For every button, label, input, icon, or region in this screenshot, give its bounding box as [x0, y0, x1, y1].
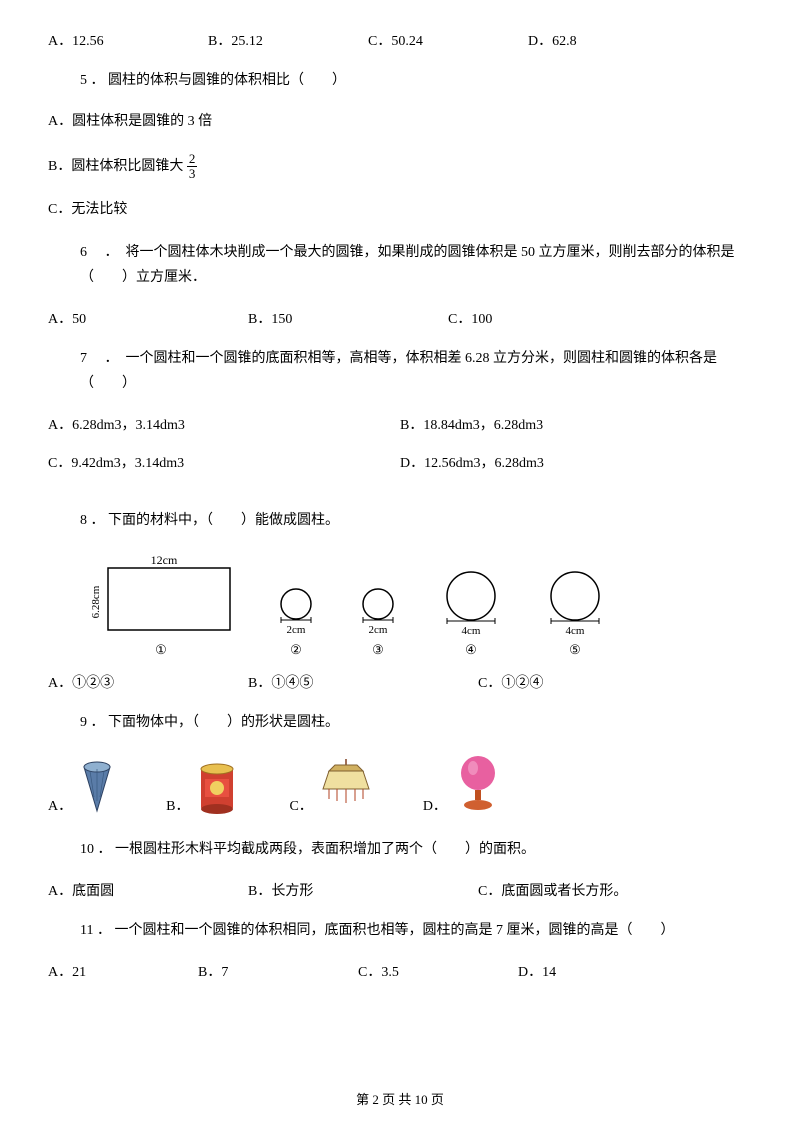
q9-opt-a: A．	[48, 795, 72, 815]
q9-opt-c: C．	[289, 795, 312, 815]
circle3-label: 2cm	[369, 624, 388, 636]
fraction-numerator: 2	[187, 152, 198, 167]
q4-opt-b: B．25.12	[208, 30, 368, 50]
q10-opt-a: A．底面圆	[48, 880, 248, 900]
circle3-svg: 2cm	[356, 586, 400, 638]
q9-opt-c-wrap: C．	[289, 757, 372, 815]
q5-opt-b: B．圆柱体积比圆锥大 2 3	[48, 152, 752, 182]
shape-rectangle: 12cm 6.28cm ①	[86, 552, 236, 658]
page-footer: 第 2 页 共 10 页	[0, 1089, 800, 1108]
shape-circle-3: 2cm ③	[356, 586, 400, 658]
q8-diagram: 12cm 6.28cm ① 2cm ② 2cm ③	[86, 552, 752, 658]
shape-circle-2: 2cm ②	[274, 586, 318, 658]
q5-b-prefix: B．圆柱体积比圆锥大	[48, 159, 183, 174]
circle4-label: 4cm	[462, 625, 481, 637]
q7-opt-a: A．6.28dm3，3.14dm3	[48, 414, 400, 434]
can-icon	[195, 761, 239, 815]
q9-opt-b: B．	[166, 795, 189, 815]
shape-num-4: ④	[438, 642, 504, 658]
q7-stem: 7 ． 一个圆柱和一个圆锥的底面积相等，高相等，体积相差 6.28 立方分米，则…	[48, 346, 752, 396]
q4-opt-a: A．12.56	[48, 30, 208, 50]
shape-num-5: ⑤	[542, 642, 608, 658]
q5-opt-c: C．无法比较	[48, 199, 752, 221]
q8-opt-c: C．①②④	[478, 672, 543, 692]
circle2-svg: 2cm	[274, 586, 318, 638]
shape-num-1: ①	[86, 642, 236, 658]
q7-opt-d: D．12.56dm3，6.28dm3	[400, 452, 752, 472]
q9-opt-d: D．	[423, 795, 447, 815]
rectangle-svg: 12cm 6.28cm	[86, 552, 236, 638]
q8-opt-b: B．①④⑤	[248, 672, 478, 692]
q11-opt-b: B．7	[198, 961, 358, 981]
q4-options: A．12.56 B．25.12 C．50.24 D．62.8	[48, 30, 752, 50]
circle2-label: 2cm	[287, 624, 306, 636]
q9-options: A． B． C． D．	[48, 753, 752, 815]
circle5-label: 4cm	[566, 625, 585, 637]
q11-options: A．21 B．7 C．3.5 D．14	[48, 961, 752, 981]
q6-opt-c: C．100	[448, 308, 492, 328]
q11-opt-d: D．14	[518, 961, 556, 981]
q9-opt-d-wrap: D．	[423, 753, 503, 815]
q6-opt-b: B．150	[248, 308, 448, 328]
q5-b-fraction: 2 3	[187, 152, 198, 182]
q8-opt-a: A．①②③	[48, 672, 248, 692]
shape-circle-5: 4cm ⑤	[542, 570, 608, 658]
circle5-svg: 4cm	[542, 570, 608, 638]
q9-opt-b-wrap: B．	[166, 761, 239, 815]
shape-circle-4: 4cm ④	[438, 570, 504, 658]
rect-height-label: 6.28cm	[90, 585, 102, 618]
shape-num-3: ③	[356, 642, 400, 658]
q10-options: A．底面圆 B．长方形 C．底面圆或者长方形。	[48, 880, 752, 900]
q11-opt-c: C．3.5	[358, 961, 518, 981]
q4-opt-d: D．62.8	[528, 30, 577, 50]
q4-opt-c: C．50.24	[368, 30, 528, 50]
q7-opt-c: C．9.42dm3，3.14dm3	[48, 452, 400, 472]
q10-opt-c: C．底面圆或者长方形。	[478, 880, 627, 900]
q5-stem: 5 ． 圆柱的体积与圆锥的体积相比（ ）	[48, 68, 752, 93]
lantern-icon	[319, 757, 373, 815]
shape-num-2: ②	[274, 642, 318, 658]
q7-options: A．6.28dm3，3.14dm3 B．18.84dm3，6.28dm3 C．9…	[48, 414, 752, 490]
q5-opt-a: A．圆柱体积是圆锥的 3 倍	[48, 111, 752, 133]
circle4-svg: 4cm	[438, 570, 504, 638]
q9-opt-a-wrap: A．	[48, 757, 116, 815]
q6-stem: 6 ． 将一个圆柱体木块削成一个最大的圆锥，如果削成的圆锥体积是 50 立方厘米…	[48, 240, 752, 290]
fraction-denominator: 3	[187, 167, 198, 181]
q9-stem: 9 ． 下面物体中，（ ）的形状是圆柱。	[48, 710, 752, 735]
q10-opt-b: B．长方形	[248, 880, 478, 900]
q7-opt-b: B．18.84dm3，6.28dm3	[400, 414, 752, 434]
q8-options: A．①②③ B．①④⑤ C．①②④	[48, 672, 752, 692]
rect-width-label: 12cm	[151, 553, 178, 567]
q11-opt-a: A．21	[48, 961, 198, 981]
q11-stem: 11 ． 一个圆柱和一个圆锥的体积相同，底面积也相等，圆柱的高是 7 厘米，圆锥…	[48, 918, 752, 943]
q6-opt-a: A．50	[48, 308, 248, 328]
q6-options: A．50 B．150 C．100	[48, 308, 752, 328]
globe-icon	[453, 753, 503, 815]
cone-icon	[78, 757, 116, 815]
q10-stem: 10 ． 一根圆柱形木料平均截成两段，表面积增加了两个（ ）的面积。	[48, 837, 752, 862]
q8-stem: 8 ． 下面的材料中，（ ）能做成圆柱。	[48, 508, 752, 533]
